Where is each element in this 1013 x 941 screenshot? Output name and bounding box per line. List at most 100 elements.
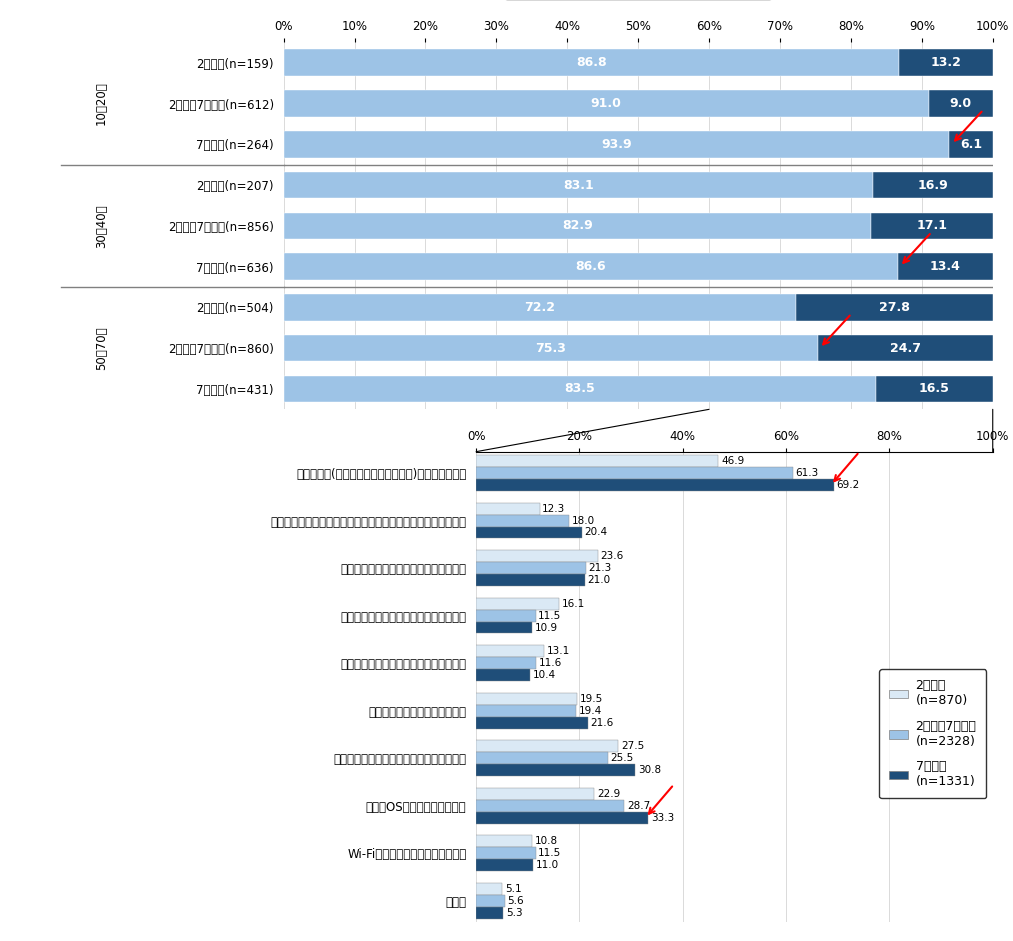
- Bar: [476, 741, 618, 752]
- Text: 16.5: 16.5: [919, 382, 949, 395]
- Bar: [476, 479, 834, 491]
- Text: 23.6: 23.6: [601, 551, 624, 561]
- Text: 83.5: 83.5: [564, 382, 595, 395]
- Bar: [476, 847, 536, 859]
- Bar: [476, 859, 533, 871]
- Bar: [898, 253, 993, 279]
- Text: 5.1: 5.1: [505, 884, 522, 894]
- Text: 83.1: 83.1: [563, 179, 594, 192]
- Text: 24.7: 24.7: [889, 342, 921, 355]
- Text: 13.2: 13.2: [931, 56, 961, 70]
- Bar: [900, 50, 993, 76]
- Text: 46.9: 46.9: [721, 456, 745, 466]
- Text: 21.3: 21.3: [589, 563, 612, 573]
- Text: 27.5: 27.5: [621, 742, 644, 751]
- Bar: [476, 883, 502, 895]
- Bar: [476, 800, 624, 812]
- Text: 69.2: 69.2: [836, 480, 859, 490]
- Bar: [284, 213, 871, 239]
- Text: 91.0: 91.0: [591, 97, 622, 110]
- Text: 10.4: 10.4: [533, 670, 555, 680]
- Bar: [476, 669, 530, 681]
- Text: 25.5: 25.5: [611, 753, 634, 763]
- Text: 21.0: 21.0: [588, 575, 610, 585]
- Text: 18.0: 18.0: [571, 516, 595, 526]
- Bar: [284, 295, 795, 321]
- Bar: [795, 295, 993, 321]
- Bar: [476, 717, 588, 728]
- Text: 93.9: 93.9: [602, 137, 632, 151]
- Bar: [476, 788, 595, 800]
- Text: 12.3: 12.3: [542, 503, 565, 514]
- Text: 6.1: 6.1: [960, 137, 983, 151]
- Text: 13.4: 13.4: [930, 260, 960, 273]
- Bar: [476, 646, 544, 657]
- Text: 11.5: 11.5: [538, 611, 561, 621]
- Text: 86.6: 86.6: [575, 260, 606, 273]
- Text: 9.0: 9.0: [950, 97, 971, 110]
- Bar: [476, 907, 503, 918]
- Bar: [284, 90, 929, 117]
- Text: 16.1: 16.1: [562, 598, 586, 609]
- Text: 61.3: 61.3: [795, 468, 819, 478]
- Bar: [476, 598, 559, 610]
- Text: 19.4: 19.4: [578, 706, 602, 716]
- Bar: [476, 455, 718, 467]
- Text: 11.6: 11.6: [539, 658, 562, 668]
- Bar: [817, 335, 993, 361]
- Bar: [476, 693, 576, 705]
- Bar: [476, 550, 598, 562]
- Text: 10.9: 10.9: [535, 623, 558, 632]
- Bar: [476, 527, 581, 538]
- Bar: [476, 622, 533, 633]
- Text: 13.1: 13.1: [546, 646, 569, 656]
- Text: 30〜40代: 30〜40代: [95, 204, 107, 247]
- Bar: [476, 574, 585, 586]
- Bar: [873, 172, 993, 199]
- Bar: [284, 375, 875, 402]
- Bar: [476, 812, 648, 823]
- Bar: [949, 131, 993, 157]
- Bar: [476, 895, 505, 907]
- Text: 17.1: 17.1: [917, 219, 947, 232]
- Bar: [476, 502, 540, 515]
- Bar: [476, 836, 532, 847]
- Bar: [284, 131, 949, 157]
- Text: 72.2: 72.2: [524, 301, 555, 314]
- Text: 82.9: 82.9: [562, 219, 593, 232]
- Bar: [871, 213, 993, 239]
- Bar: [929, 90, 993, 117]
- Text: 33.3: 33.3: [650, 813, 674, 822]
- Text: 22.9: 22.9: [597, 789, 620, 799]
- Text: 86.8: 86.8: [576, 56, 607, 70]
- Text: 50〜70代: 50〜70代: [95, 327, 107, 370]
- Bar: [476, 752, 608, 764]
- Bar: [476, 467, 793, 479]
- Text: 10.8: 10.8: [535, 837, 557, 846]
- Text: 19.5: 19.5: [579, 694, 603, 704]
- Bar: [476, 657, 536, 669]
- Bar: [284, 335, 817, 361]
- Text: 27.8: 27.8: [878, 301, 910, 314]
- Text: 21.6: 21.6: [591, 718, 614, 727]
- Bar: [875, 375, 993, 402]
- Bar: [284, 50, 900, 76]
- Text: 11.0: 11.0: [536, 860, 558, 870]
- Bar: [476, 515, 569, 527]
- Text: 75.3: 75.3: [535, 342, 566, 355]
- Legend: 2年未満
(n=870), 2年以上7年未満
(n=2328), 7年以上
(n=1331): 2年未満 (n=870), 2年以上7年未満 (n=2328), 7年以上 (n…: [879, 669, 987, 799]
- Bar: [476, 705, 576, 717]
- Text: 11.5: 11.5: [538, 848, 561, 858]
- Text: 30.8: 30.8: [638, 765, 660, 775]
- Text: 10〜20代: 10〜20代: [95, 82, 107, 125]
- Text: 5.6: 5.6: [508, 896, 525, 906]
- Text: 20.4: 20.4: [585, 528, 607, 537]
- Text: 5.3: 5.3: [506, 908, 523, 917]
- Text: 28.7: 28.7: [627, 801, 650, 811]
- Bar: [284, 253, 898, 279]
- Bar: [476, 764, 635, 776]
- Bar: [476, 562, 587, 574]
- Bar: [476, 610, 536, 622]
- Bar: [284, 172, 873, 199]
- Text: 16.9: 16.9: [918, 179, 948, 192]
